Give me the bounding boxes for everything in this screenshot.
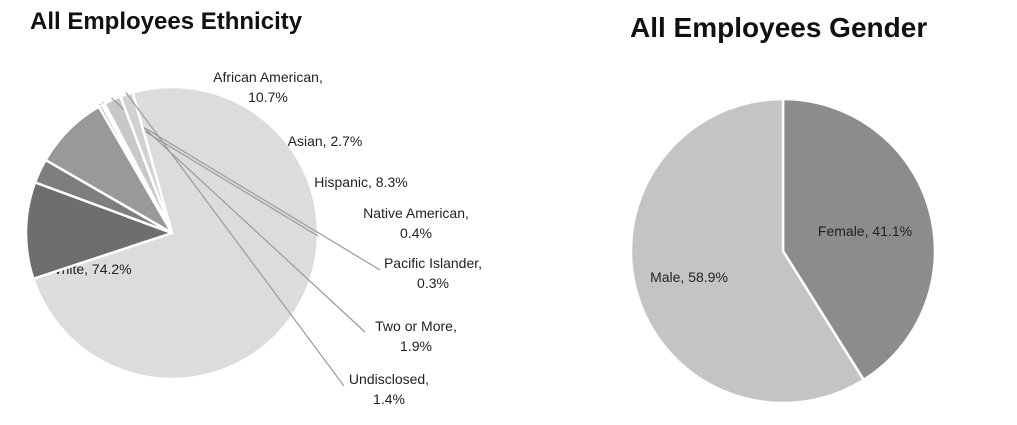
pie-slice-male — [629, 97, 865, 405]
all-employees-gender-pie: Female, 41.1% Male, 58.9% — [629, 97, 937, 405]
data-label-native-american: Native American, 0.4% — [363, 205, 469, 241]
data-label-hispanic: Hispanic, 8.3% — [314, 174, 407, 190]
data-label-undisclosed: Undisclosed, 1.4% — [349, 371, 429, 407]
leader-line-two-or-more — [111, 97, 366, 333]
data-label-african-american: African American, 10.7% — [213, 69, 323, 105]
gender-chart-title: All Employees Gender — [630, 12, 928, 43]
all-employees-ethnicity-pie: White, 74.2%African American, 10.7%Asian,… — [24, 69, 482, 407]
data-label-male: Male, 58.9% — [650, 269, 728, 285]
leader-line-undisclosed — [125, 92, 345, 387]
ethnicity-chart-title: All Employees Ethnicity — [30, 8, 303, 35]
data-label-pacific-islander: Pacific Islander, 0.3% — [384, 255, 482, 291]
leader-line-pacific-islander — [101, 101, 381, 271]
pie-slice-african-american — [24, 181, 174, 281]
data-label-two-or-more: Two or More, 1.9% — [375, 318, 457, 354]
data-label-female: Female, 41.1% — [818, 223, 912, 239]
pie-slice-white — [32, 85, 320, 381]
data-label-asian: Asian, 2.7% — [288, 133, 363, 149]
